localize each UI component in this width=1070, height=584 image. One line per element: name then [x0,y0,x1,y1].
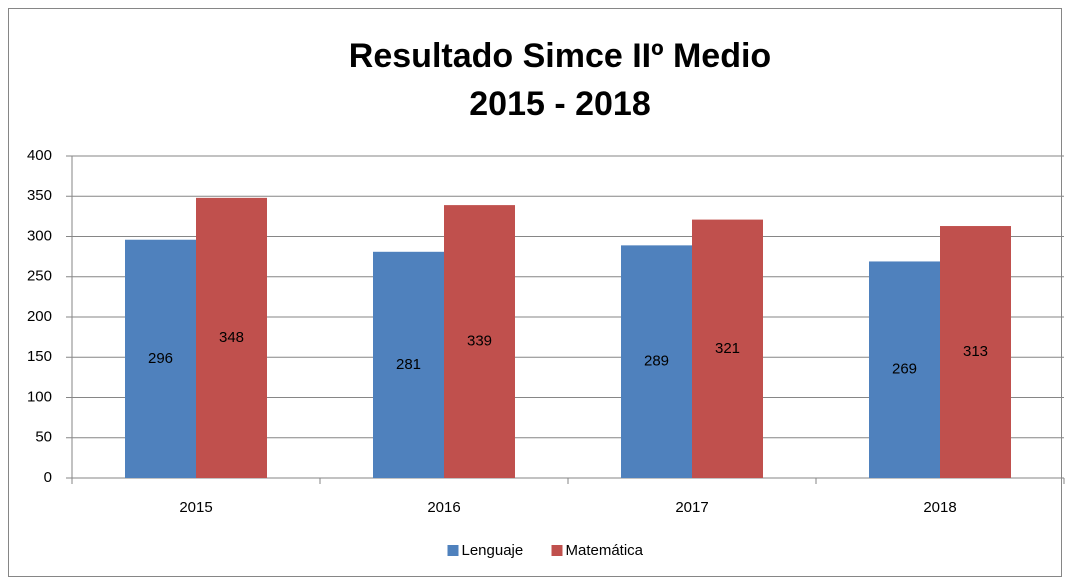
y-tick-label: 200 [27,308,52,325]
data-label: 296 [148,350,173,367]
data-label: 313 [963,343,988,360]
legend-label: Lenguaje [462,542,524,559]
bar [373,251,444,478]
y-tick-label: 250 [27,268,52,285]
legend-swatch [447,545,459,556]
data-label: 321 [715,340,740,357]
data-label: 269 [892,361,917,378]
x-tick-label: 2015 [179,499,212,516]
legend-label: Matemática [566,542,644,559]
y-tick-label: 100 [27,388,52,405]
y-tick-label: 350 [27,187,52,204]
x-tick-label: 2018 [923,499,956,516]
legend-swatch [551,545,563,556]
data-label: 281 [396,356,421,373]
y-tick-label: 50 [35,429,52,446]
bar [444,205,515,479]
bar [621,245,692,478]
y-tick-label: 400 [27,147,52,164]
y-tick-label: 0 [44,469,52,486]
chart-title: 2015 - 2018 [469,85,651,123]
data-label: 339 [467,333,492,350]
bar [940,226,1011,478]
data-label: 348 [219,329,244,346]
bar [692,219,763,478]
y-tick-label: 300 [27,227,52,244]
bar [125,239,196,478]
y-tick-label: 150 [27,348,52,365]
x-tick-label: 2016 [427,499,460,516]
data-label: 289 [644,353,669,370]
chart-title: Resultado Simce IIº Medio [349,37,771,75]
bar [869,261,940,478]
bar [196,197,267,479]
x-tick-label: 2017 [675,499,708,516]
